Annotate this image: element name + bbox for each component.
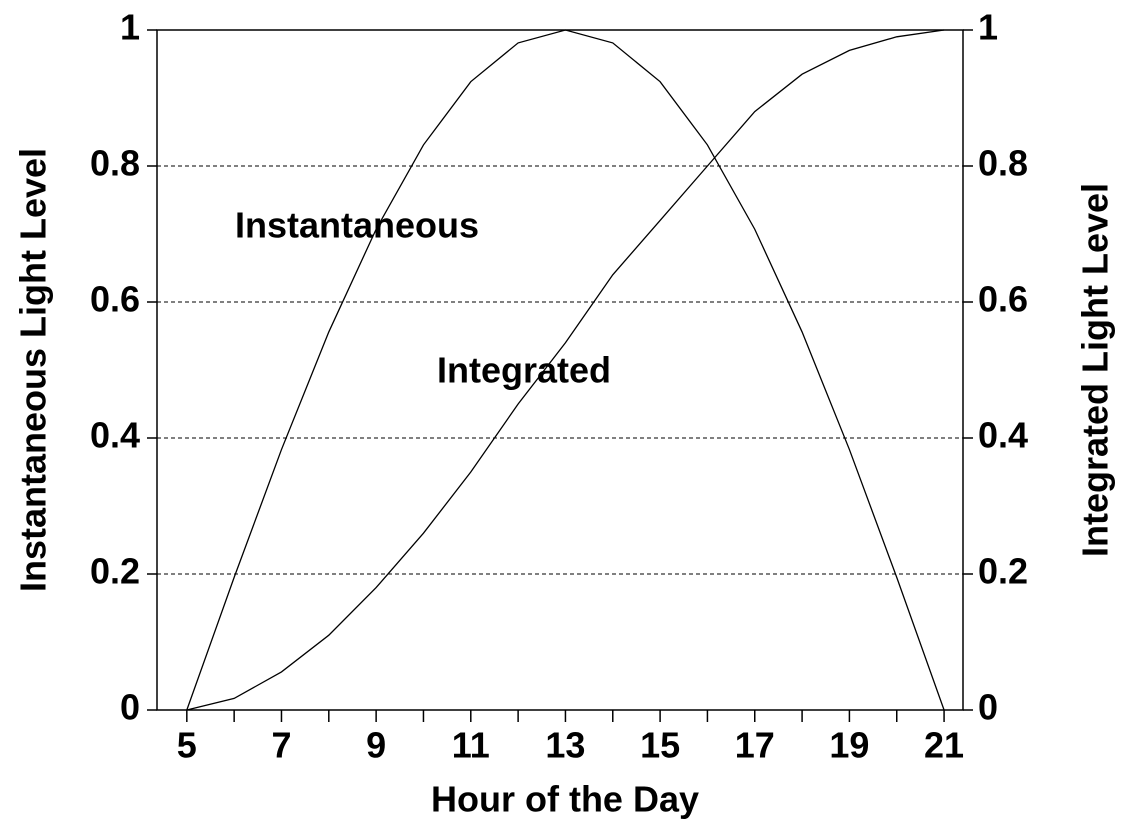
x-axis-label: Hour of the Day [431,779,699,820]
y2-tick-label: 0 [978,687,998,728]
y-tick-label: 0.8 [90,143,140,184]
x-tick-label: 5 [177,725,197,766]
y-tick-label: 0.2 [90,551,140,592]
y-tick-label: 1 [120,7,140,48]
annotation: Instantaneous [235,205,479,246]
y2-tick-label: 0.2 [978,551,1028,592]
annotation: Integrated [437,350,611,391]
y-axis-label: Instantaneous Light Level [13,148,54,592]
y2-tick-label: 0.8 [978,143,1028,184]
y2-axis-label: Integrated Light Level [1075,183,1116,557]
y-tick-label: 0.4 [90,415,140,456]
y2-tick-label: 0.6 [978,279,1028,320]
y2-tick-label: 0.4 [978,415,1028,456]
line [186,29,945,711]
plot-frame [156,29,964,711]
y2-tick-label: 1 [978,7,998,48]
y-tick-label: 0 [120,687,140,728]
x-tick-label: 13 [545,725,585,766]
x-tick-label: 9 [366,725,386,766]
line [186,29,945,711]
x-tick-label: 19 [829,725,869,766]
x-tick-label: 17 [735,725,775,766]
x-tick-label: 15 [640,725,680,766]
x-tick-label: 11 [452,725,490,766]
y-tick-label: 0.6 [90,279,140,320]
x-tick-label: 21 [924,725,964,766]
x-tick-label: 7 [271,725,291,766]
